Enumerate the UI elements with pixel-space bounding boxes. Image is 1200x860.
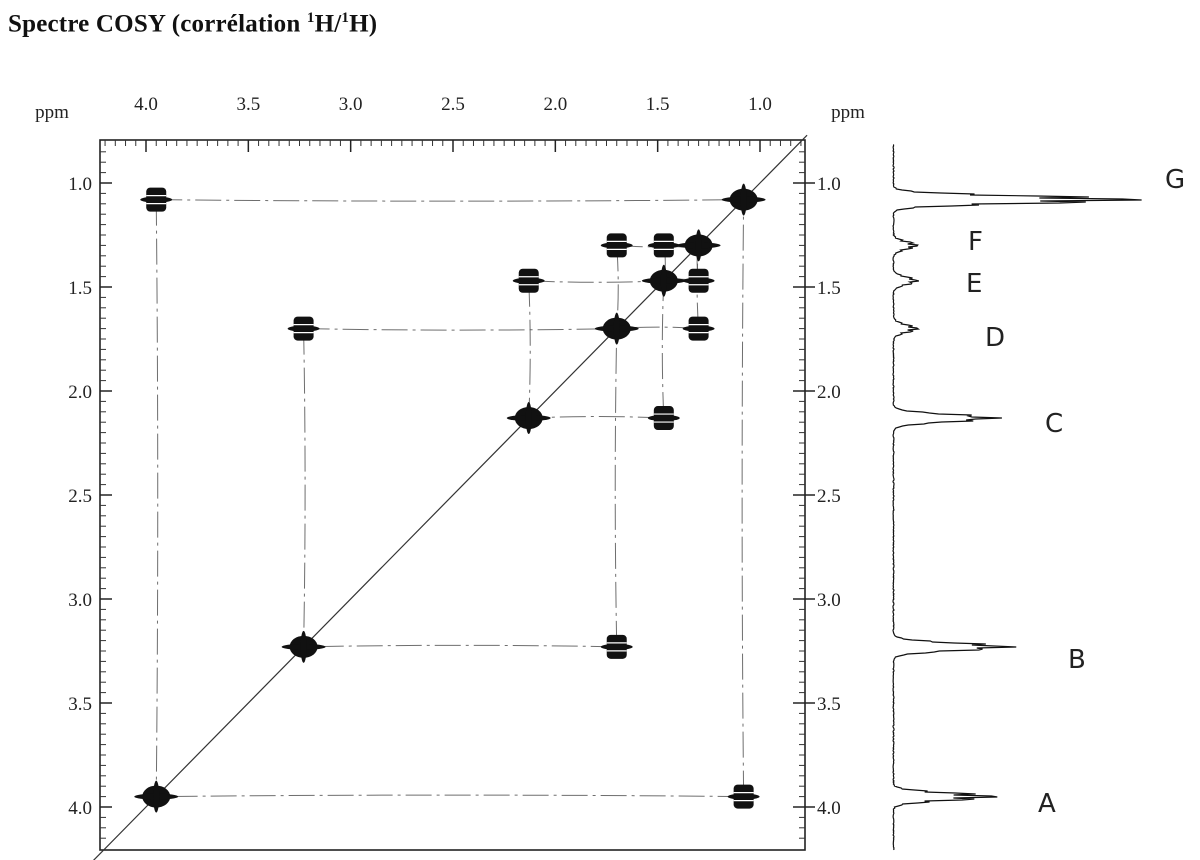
cross-peak [600,233,633,258]
x-tick-label: 3.0 [339,94,363,115]
y-tick-label: 2.0 [68,382,92,403]
cross-peak [727,784,760,809]
y-tick-label: 1.0 [68,174,92,195]
cross-peak [647,406,680,431]
diagonal-peak [676,229,721,262]
projection-spectrum [892,144,1142,851]
cross-peak [287,316,320,341]
connector-horizontal [303,328,617,331]
projection-trace [892,144,1142,851]
right-tick-label: 1.0 [817,174,841,195]
right-tick-label: 3.0 [817,590,841,611]
connector-vertical [303,328,306,647]
connector-horizontal [303,644,617,648]
connector-vertical [661,280,665,419]
x-tick-label: 4.0 [134,94,158,115]
signal-label-B: B [1068,645,1086,675]
y-tick-label: 3.5 [68,694,92,715]
x-tick-label: 2.5 [441,94,465,115]
signal-label-D: D [985,323,1005,353]
y-tick-label: 4.0 [68,798,92,819]
x-tick-label: 1.0 [748,94,772,115]
connector-vertical [741,199,745,797]
right-tick-label: 1.5 [817,278,841,299]
peaks [134,183,766,813]
y-tick-label: 2.5 [68,486,92,507]
y-tick-label: 1.5 [68,278,92,299]
x-tick-label: 1.5 [646,94,670,115]
connector-vertical [614,328,618,647]
cross-peak [140,187,173,212]
chart-title: Spectre COSY (corrélation 1H/1H) [8,10,378,38]
diagonal-peak [134,780,179,813]
diagonal-peak [506,402,551,435]
connector-horizontal [156,794,744,798]
x-tick-label: 3.5 [236,94,260,115]
connector-vertical [155,199,159,797]
connector-horizontal [156,199,744,202]
x-unit-label: ppm [35,102,69,123]
connector-vertical [528,280,531,419]
diagonal-peak [721,183,766,216]
diagonal [93,134,808,860]
cross-peak [647,233,680,258]
x-tick-label: 2.0 [543,94,567,115]
right-tick-label: 3.5 [817,694,841,715]
right-unit-label: ppm [831,102,865,123]
major-ticks [100,140,815,808]
y-tick-label: 3.0 [68,590,92,611]
signal-label-C: C [1045,409,1063,439]
signal-label-A: A [1038,789,1056,819]
signal-label-F: F [968,227,983,257]
signal-label-G: G [1165,165,1185,195]
diagonal-line [93,134,808,860]
right-tick-label: 4.0 [817,798,841,819]
right-tick-label: 2.5 [817,486,841,507]
diagonal-peak [641,264,686,297]
minor-ticks [100,140,805,839]
cross-peak [600,634,633,659]
diagonal-peak [281,630,326,663]
signal-label-E: E [966,269,982,299]
cross-peak [682,268,715,293]
right-tick-label: 2.0 [817,382,841,403]
diagonal-peak [594,312,639,345]
axis-labels: 4.0 3.5 3.0 2.5 2.0 1.5 1.0 1.0 1.0 1.5 1.5 2.0 2.0 2… [35,94,1185,819]
cross-peak [682,316,715,341]
cross-peak [512,268,545,293]
